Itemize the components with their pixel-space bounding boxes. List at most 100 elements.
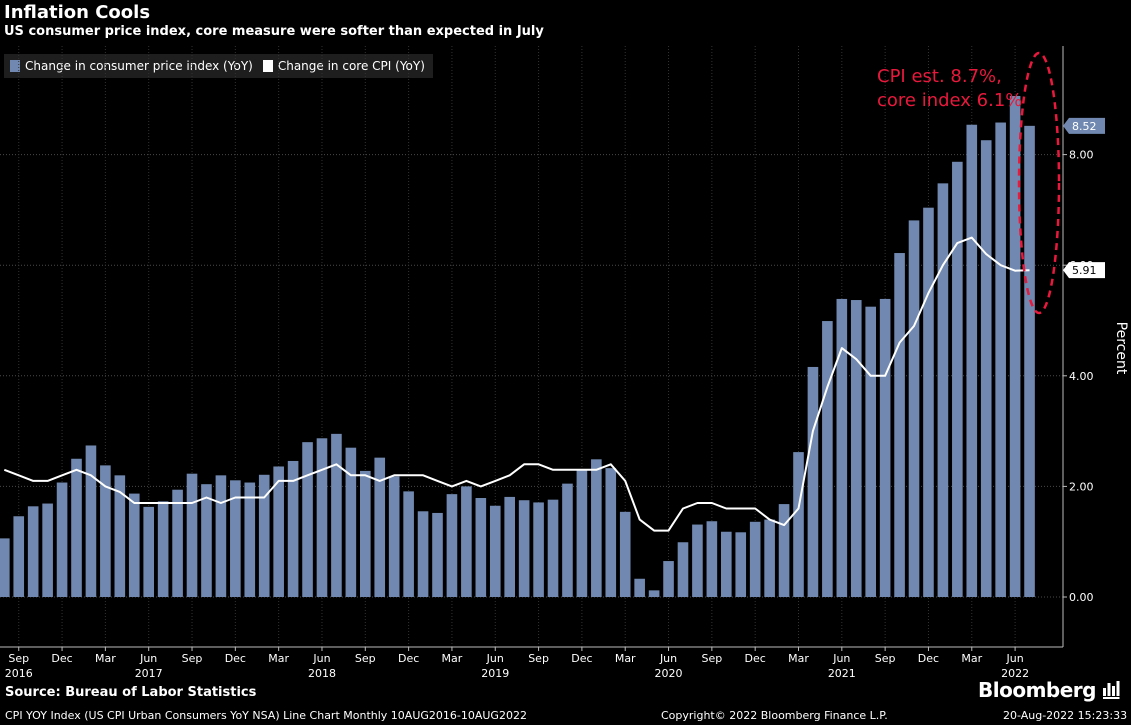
cpi-bar <box>807 366 819 597</box>
cpi-bar <box>822 321 833 597</box>
cpi-bar <box>518 500 530 597</box>
annotation-text: CPI est. 8.7%, <box>877 66 1002 87</box>
cpi-bar <box>489 505 501 597</box>
x-tick-label: Sep <box>8 652 29 665</box>
x-tick-label: Mar <box>442 652 463 665</box>
cpi-bar <box>908 220 920 598</box>
cpi-bar <box>735 532 747 597</box>
cpi-bar <box>417 511 429 597</box>
cpi-bar <box>258 474 270 597</box>
legend-label-core: Change in core CPI (YoY) <box>277 59 425 73</box>
cpi-bar <box>461 486 472 597</box>
x-tick-label: Dec <box>225 652 246 665</box>
x-tick-label: Jun <box>1006 652 1024 665</box>
cpi-bar <box>879 298 891 597</box>
chart-subtitle: US consumer price index, core measure we… <box>4 24 544 39</box>
cpi-bar <box>201 484 212 597</box>
chart-title: Inflation Cools <box>4 2 151 23</box>
cpi-bars <box>0 95 1035 598</box>
cpi-bar <box>547 499 559 597</box>
timestamp: 20-Aug-2022 15:23:33 <box>1003 709 1128 722</box>
cpi-bar <box>619 511 631 597</box>
cpi-last-value-box <box>1063 117 1105 134</box>
cpi-bar <box>706 521 718 597</box>
cpi-bar <box>692 524 703 597</box>
cpi-bar <box>995 122 1006 597</box>
y-tick-label: 8.00 <box>1069 149 1094 162</box>
cpi-bar <box>591 459 602 597</box>
x-tick-label: Jun <box>312 652 330 665</box>
core-last-value-box <box>1063 262 1105 279</box>
cpi-bar <box>345 447 357 597</box>
cpi-bar <box>360 470 371 597</box>
x-tick-label: Dec <box>571 652 592 665</box>
cpi-bar <box>865 306 876 597</box>
cpi-bar <box>42 503 53 597</box>
cpi-bar <box>13 516 25 597</box>
brand-name: Bloomberg <box>978 678 1096 702</box>
annotation: CPI est. 8.7%, core index 6.1% <box>877 51 1061 315</box>
core-cpi-line-group <box>3 236 1030 532</box>
cpi-bar <box>764 519 775 597</box>
legend-item-core: Change in core CPI (YoY) <box>262 59 425 73</box>
cpi-bar <box>157 501 169 597</box>
legend-item-cpi: Change in consumer price index (YoY) <box>10 59 253 73</box>
legend-swatch-core <box>262 60 273 72</box>
cpi-bar <box>446 494 458 597</box>
cpi-bar <box>388 476 400 597</box>
cpi-bar <box>71 458 82 597</box>
cpi-bar <box>923 207 934 598</box>
cpi-bar <box>287 460 299 597</box>
x-tick-label: Sep <box>528 652 549 665</box>
annotation-text: core index 6.1% <box>877 90 1022 111</box>
core-cpi-line <box>3 236 1030 532</box>
cpi-bar <box>302 442 313 597</box>
cpi-bar <box>677 542 689 597</box>
x-tick-label: Jun <box>486 652 504 665</box>
x-tick-label: Mar <box>615 652 636 665</box>
x-tick-label: Sep <box>182 652 203 665</box>
cpi-bar <box>634 578 645 597</box>
y-axis-label: Percent <box>1113 322 1129 375</box>
x-tick-label: Mar <box>788 652 809 665</box>
cpi-bar <box>172 489 183 597</box>
x-year-label: 2021 <box>828 667 856 680</box>
cpi-bar <box>533 502 544 597</box>
source-note: Source: Bureau of Labor Statistics <box>5 685 257 700</box>
cpi-bar <box>85 445 97 597</box>
x-tick-label: Sep <box>875 652 896 665</box>
cpi-bar <box>1009 95 1021 598</box>
cpi-bar <box>186 473 198 597</box>
x-year-label: 2020 <box>655 667 683 680</box>
cpi-bar <box>576 470 588 597</box>
y-tick-label: 4.00 <box>1069 370 1094 383</box>
cpi-bar <box>100 465 111 597</box>
cpi-bar <box>1024 125 1035 598</box>
x-tick-label: Dec <box>51 652 72 665</box>
axes: 0.002.004.006.008.00PercentSepDecMarJunS… <box>0 46 1129 680</box>
x-tick-label: Jun <box>832 652 850 665</box>
cpi-bar <box>27 506 39 597</box>
cpi-bar <box>475 498 487 597</box>
x-year-label: 2022 <box>1001 667 1029 680</box>
cpi-bar <box>894 253 905 597</box>
cpi-bar <box>952 161 963 597</box>
x-tick-label: Mar <box>95 652 116 665</box>
cpi-bar <box>504 496 515 597</box>
cpi-bar <box>215 475 227 597</box>
cpi-bar <box>331 433 342 597</box>
bloomberg-terminal-icon <box>1102 681 1120 699</box>
cpi-bar <box>749 521 761 597</box>
cpi-bar <box>143 506 154 597</box>
annotation-ellipse <box>1017 51 1061 315</box>
cpi-bar <box>0 538 10 597</box>
cpi-bar <box>562 483 573 597</box>
cpi-bar <box>721 531 732 597</box>
chart-legend: Change in consumer price index (YoY) Cha… <box>4 54 433 78</box>
cpi-bar <box>778 504 790 597</box>
cpi-bar <box>648 590 660 597</box>
x-tick-label: Dec <box>398 652 419 665</box>
x-year-label: 2017 <box>135 667 163 680</box>
x-year-label: 2018 <box>308 667 336 680</box>
